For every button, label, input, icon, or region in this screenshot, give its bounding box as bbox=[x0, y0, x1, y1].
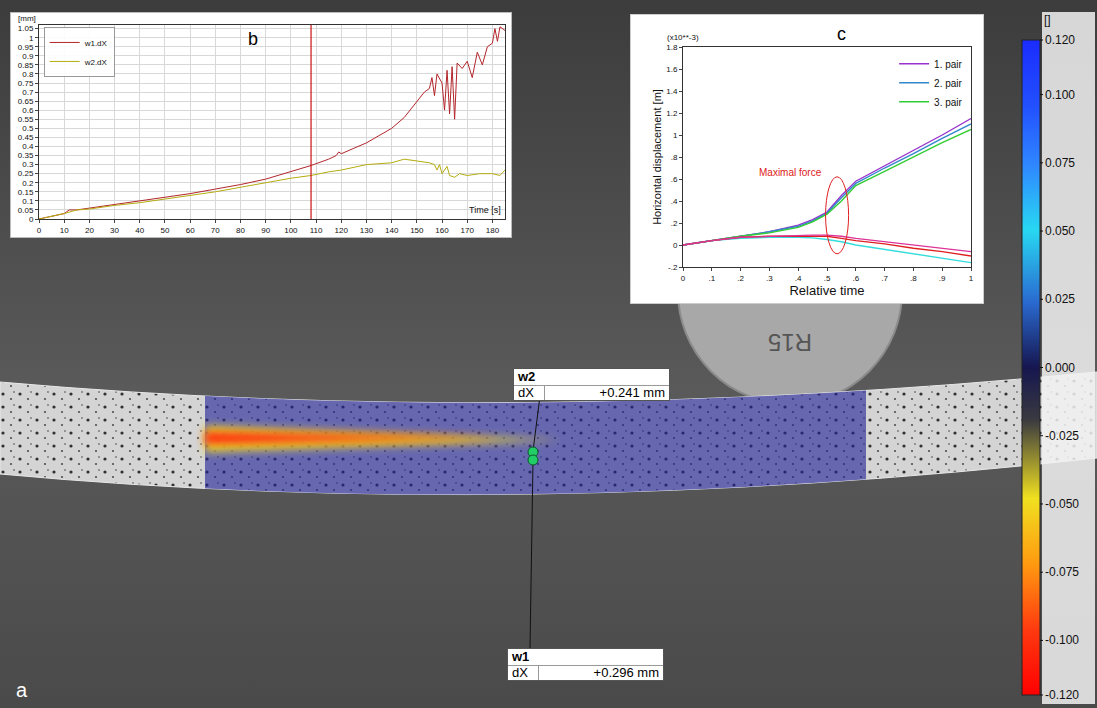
svg-text:70: 70 bbox=[211, 226, 220, 235]
svg-text:0.15: 0.15 bbox=[18, 188, 34, 197]
svg-text:170: 170 bbox=[461, 226, 475, 235]
svg-text:-0.075: -0.075 bbox=[1045, 565, 1079, 579]
svg-text:0.025: 0.025 bbox=[1045, 292, 1075, 306]
svg-text:0: 0 bbox=[37, 226, 42, 235]
svg-text:1: 1 bbox=[673, 131, 678, 140]
svg-text:0.050: 0.050 bbox=[1045, 224, 1075, 238]
svg-text:0.9: 0.9 bbox=[22, 52, 34, 61]
svg-text:0.100: 0.100 bbox=[1045, 88, 1075, 102]
svg-text:.6: .6 bbox=[671, 175, 678, 184]
svg-text:-0.120: -0.120 bbox=[1045, 688, 1079, 702]
html-text:w2: w2 bbox=[518, 369, 536, 384]
svg-text:1.8: 1.8 bbox=[666, 43, 678, 52]
svg-text:1.4: 1.4 bbox=[666, 87, 678, 96]
svg-text:0.4: 0.4 bbox=[22, 142, 34, 151]
svg-text:Time [s]: Time [s] bbox=[469, 205, 501, 215]
svg-text:[]: [] bbox=[1044, 13, 1051, 27]
svg-text:0.5: 0.5 bbox=[22, 124, 34, 133]
svg-text:100: 100 bbox=[284, 226, 298, 235]
svg-text:0.05: 0.05 bbox=[18, 206, 34, 215]
svg-text:0.75: 0.75 bbox=[18, 79, 34, 88]
svg-text:Relative time: Relative time bbox=[789, 283, 864, 298]
svg-text:140: 140 bbox=[385, 226, 399, 235]
svg-text:-.2: -.2 bbox=[668, 263, 678, 272]
svg-text:a: a bbox=[16, 679, 28, 701]
svg-text:1.2: 1.2 bbox=[666, 109, 678, 118]
svg-text:c: c bbox=[837, 24, 846, 44]
svg-text:.1: .1 bbox=[708, 274, 715, 283]
svg-text:0.1: 0.1 bbox=[22, 197, 34, 206]
svg-text:0.45: 0.45 bbox=[18, 133, 34, 142]
svg-text:0.55: 0.55 bbox=[18, 115, 34, 124]
html-text:+0.241 mm: +0.241 mm bbox=[599, 385, 665, 400]
svg-text:90: 90 bbox=[261, 226, 270, 235]
svg-text:0.65: 0.65 bbox=[18, 97, 34, 106]
svg-text:2. pair: 2. pair bbox=[934, 78, 962, 89]
svg-text:.8: .8 bbox=[910, 274, 917, 283]
svg-text:0.95: 0.95 bbox=[18, 43, 34, 52]
svg-text:0: 0 bbox=[673, 241, 678, 250]
svg-text:0.7: 0.7 bbox=[22, 88, 34, 97]
svg-text:1.05: 1.05 bbox=[18, 24, 34, 33]
svg-text:w2.dX: w2.dX bbox=[84, 58, 108, 67]
svg-text:.2: .2 bbox=[671, 219, 678, 228]
svg-text:0.8: 0.8 bbox=[22, 70, 34, 79]
svg-text:-0.050: -0.050 bbox=[1045, 497, 1079, 511]
svg-text:0.3: 0.3 bbox=[22, 160, 34, 169]
svg-text:.4: .4 bbox=[795, 274, 802, 283]
svg-text:Horizontal displacement [m]: Horizontal displacement [m] bbox=[651, 89, 663, 225]
html-text:dX: dX bbox=[518, 385, 534, 400]
svg-text:Maximal force: Maximal force bbox=[759, 167, 822, 178]
svg-text:0.85: 0.85 bbox=[18, 61, 34, 70]
svg-text:.7: .7 bbox=[881, 274, 888, 283]
svg-text:.8: .8 bbox=[671, 153, 678, 162]
html-text:+0.296 mm: +0.296 mm bbox=[593, 665, 659, 680]
svg-text:0: 0 bbox=[681, 274, 686, 283]
svg-text:[mm]: [mm] bbox=[18, 14, 36, 23]
svg-text:-0.100: -0.100 bbox=[1045, 633, 1079, 647]
html-text:dX: dX bbox=[512, 665, 528, 680]
svg-text:130: 130 bbox=[360, 226, 374, 235]
svg-text:0.6: 0.6 bbox=[22, 106, 34, 115]
svg-text:20: 20 bbox=[85, 226, 94, 235]
svg-text:80: 80 bbox=[236, 226, 245, 235]
svg-text:.2: .2 bbox=[737, 274, 744, 283]
svg-text:0.2: 0.2 bbox=[22, 179, 34, 188]
svg-text:w1.dX: w1.dX bbox=[84, 39, 108, 48]
svg-text:(x10**-3): (x10**-3) bbox=[667, 33, 699, 42]
svg-text:180: 180 bbox=[486, 226, 500, 235]
svg-text:110: 110 bbox=[310, 226, 323, 235]
svg-text:-0.025: -0.025 bbox=[1045, 429, 1079, 443]
svg-text:0.075: 0.075 bbox=[1045, 156, 1075, 170]
svg-text:R15: R15 bbox=[768, 329, 812, 356]
svg-text:.5: .5 bbox=[824, 274, 831, 283]
svg-text:1. pair: 1. pair bbox=[934, 59, 962, 70]
svg-text:3. pair: 3. pair bbox=[934, 97, 962, 108]
svg-text:.3: .3 bbox=[766, 274, 773, 283]
html-text:w1: w1 bbox=[512, 649, 530, 664]
svg-text:50: 50 bbox=[160, 226, 169, 235]
svg-text:160: 160 bbox=[435, 226, 449, 235]
svg-text:.9: .9 bbox=[939, 274, 946, 283]
svg-text:150: 150 bbox=[410, 226, 424, 235]
svg-text:0.25: 0.25 bbox=[18, 169, 34, 178]
svg-text:10: 10 bbox=[60, 226, 69, 235]
svg-text:0.120: 0.120 bbox=[1045, 33, 1075, 47]
svg-text:1: 1 bbox=[29, 33, 34, 42]
svg-text:0: 0 bbox=[29, 215, 34, 224]
svg-text:0.000: 0.000 bbox=[1045, 361, 1075, 375]
svg-text:30: 30 bbox=[110, 226, 119, 235]
svg-text:1.6: 1.6 bbox=[666, 65, 678, 74]
svg-text:40: 40 bbox=[135, 226, 144, 235]
svg-text:1: 1 bbox=[969, 274, 974, 283]
svg-text:60: 60 bbox=[186, 226, 195, 235]
svg-text:.4: .4 bbox=[671, 197, 678, 206]
svg-text:120: 120 bbox=[335, 226, 349, 235]
svg-text:0.35: 0.35 bbox=[18, 151, 34, 160]
svg-text:.6: .6 bbox=[852, 274, 859, 283]
svg-text:b: b bbox=[248, 29, 258, 49]
